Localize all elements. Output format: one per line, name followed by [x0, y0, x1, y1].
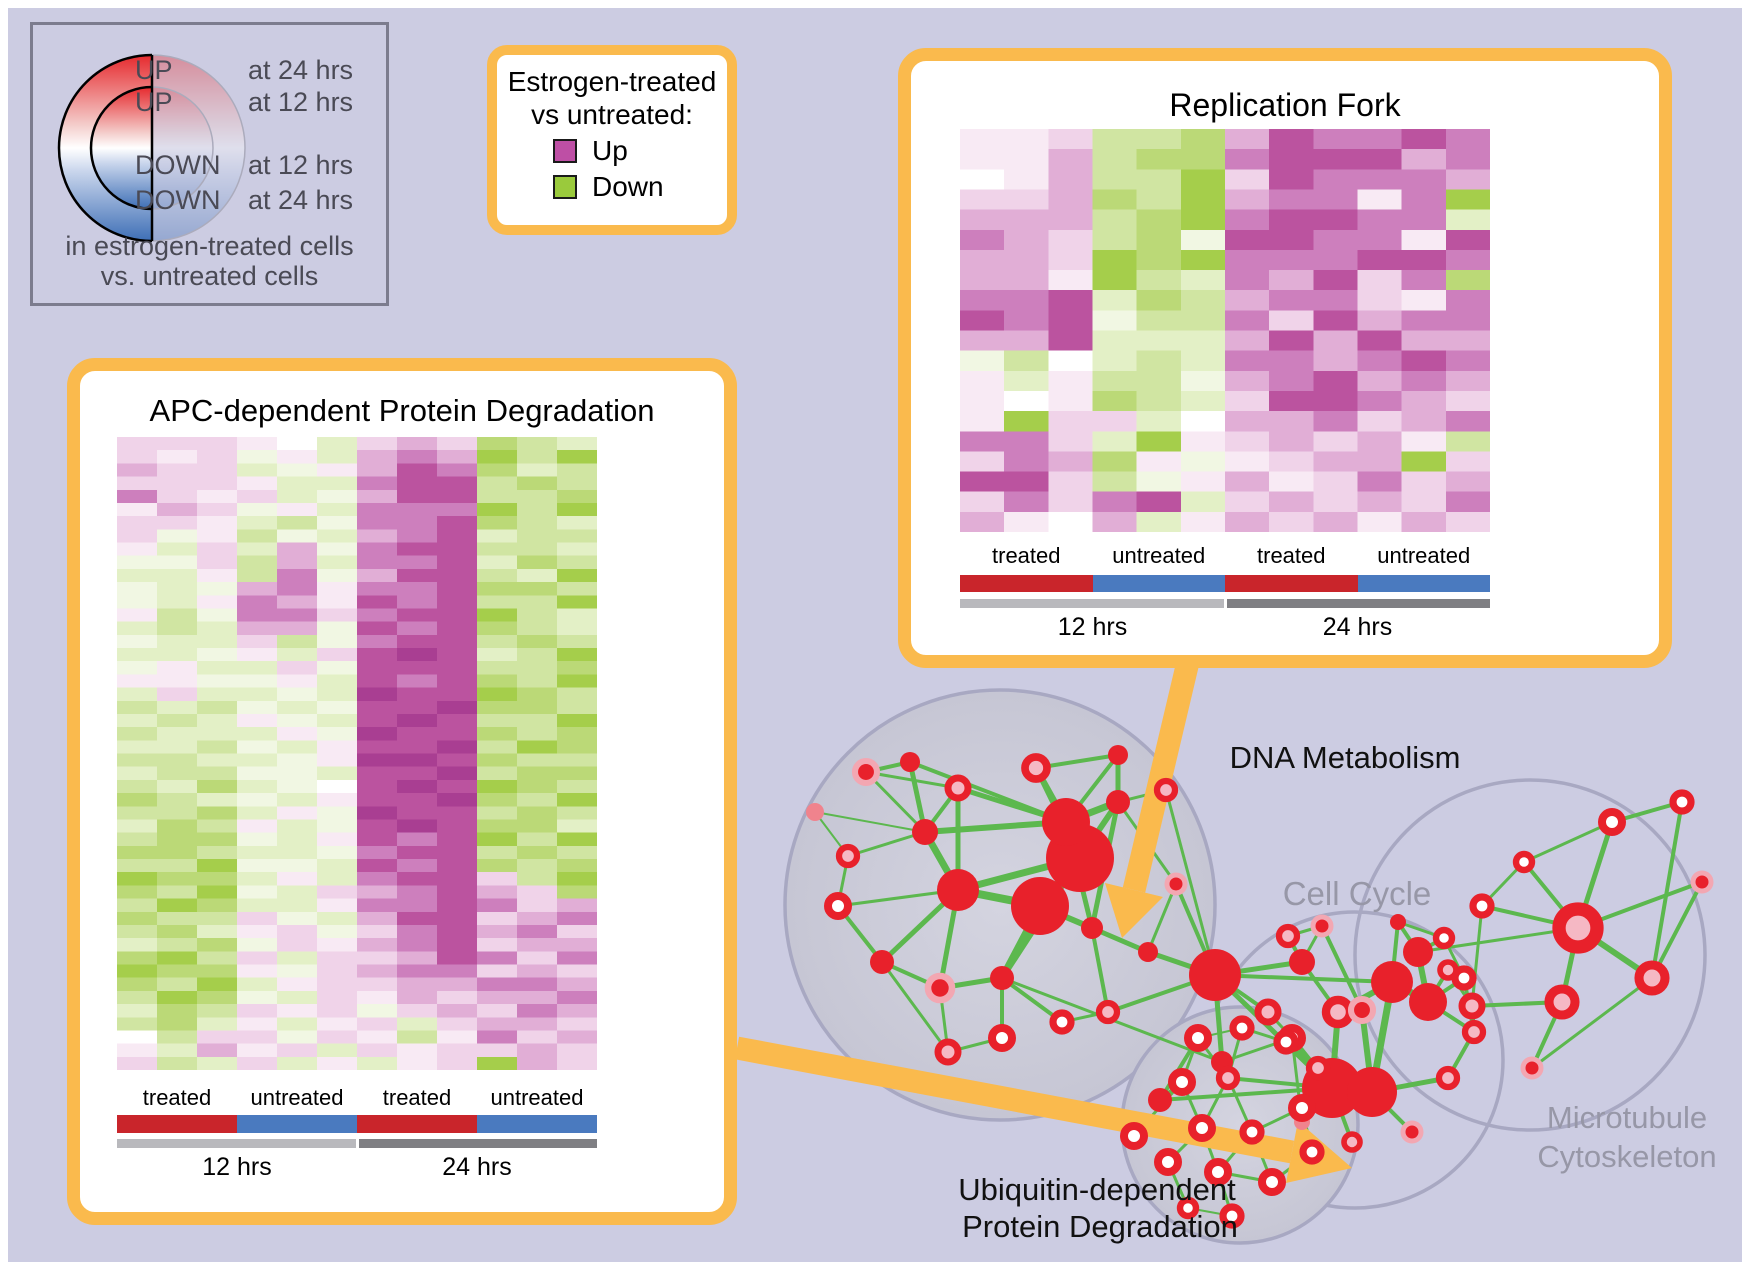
- ring-label-time-12: at 12 hrs: [248, 87, 354, 117]
- ring-caption-line2: vs. untreated cells: [100, 261, 319, 291]
- hrs24-bar: [358, 1139, 597, 1148]
- apc-group-labels: treated untreated treated untreated: [117, 1085, 597, 1111]
- svg-text:Microtubule: Microtubule: [1547, 1100, 1707, 1135]
- replication-fork-group-labels: treated untreated treated untreated: [960, 543, 1490, 569]
- replication-fork-condition-bars: [960, 575, 1490, 592]
- ring-caption-line1: in estrogen-treated cells: [65, 231, 354, 261]
- group-label: untreated: [1112, 543, 1206, 568]
- hrs12-bar: [960, 599, 1224, 608]
- time-label-24: 24 hrs: [442, 1153, 512, 1181]
- untreated-bar: [1092, 575, 1225, 592]
- apc-degradation-title: APC-dependent Protein Degradation: [149, 393, 655, 428]
- replication-fork-time-labels: 12 hrs 24 hrs: [960, 613, 1490, 642]
- ring-legend-box: UP at 24 hrs UP at 12 hrs DOWN at 12 hrs…: [30, 22, 389, 306]
- replication-fork-panel: Replication Fork treated untreated treat…: [898, 48, 1672, 668]
- down-label: Down: [592, 171, 664, 202]
- group-label: treated: [1257, 543, 1326, 568]
- svg-text:DNA Metabolism: DNA Metabolism: [1230, 740, 1461, 775]
- svg-text:Protein Degradation: Protein Degradation: [962, 1209, 1238, 1244]
- apc-degradation-heatmap: [117, 437, 598, 1071]
- apc-time-labels: 12 hrs 24 hrs: [117, 1153, 597, 1182]
- untreated-bar: [1357, 575, 1490, 592]
- ring-label-time-24: at 24 hrs: [248, 55, 354, 85]
- untreated-bar: [477, 1115, 597, 1133]
- treated-bar: [1225, 575, 1358, 592]
- ring-label-down-12: DOWN: [135, 150, 221, 180]
- group-label: treated: [992, 543, 1061, 568]
- legend-item-down: Down: [553, 171, 727, 203]
- group-label: treated: [142, 1085, 212, 1110]
- svg-text:Cell Cycle: Cell Cycle: [1283, 875, 1432, 912]
- treated-bar: [117, 1115, 237, 1133]
- up-label: Up: [592, 135, 628, 166]
- ring-label-up-12: UP: [135, 87, 173, 117]
- hrs24-bar: [1226, 599, 1490, 608]
- updown-ring-icon: [57, 53, 246, 243]
- replication-fork-title: Replication Fork: [1169, 87, 1401, 123]
- replication-fork-heatmap: [960, 129, 1491, 533]
- updown-color-legend-box: Estrogen-treated vs untreated: Up Down: [487, 45, 737, 235]
- treated-bar: [357, 1115, 477, 1133]
- replication-fork-time-bars: [960, 599, 1490, 608]
- svg-text:Ubiquitin-dependent: Ubiquitin-dependent: [958, 1172, 1236, 1207]
- ring-label-up-24: UP: [135, 55, 173, 85]
- group-label: untreated: [490, 1085, 584, 1110]
- down-color-swatch: [553, 175, 577, 199]
- ring-label-time-12b: at 12 hrs: [248, 150, 354, 180]
- apc-condition-bars: [117, 1115, 597, 1133]
- ring-label-down-24: DOWN: [135, 185, 221, 215]
- updown-legend-title-line2: vs untreated:: [531, 99, 693, 130]
- group-label: treated: [382, 1085, 452, 1110]
- svg-text:Cytoskeleton: Cytoskeleton: [1537, 1139, 1716, 1174]
- apc-degradation-panel: APC-dependent Protein Degradation treate…: [67, 358, 737, 1225]
- updown-legend-title-line1: Estrogen-treated: [507, 66, 717, 97]
- untreated-bar: [237, 1115, 357, 1133]
- time-label-12: 12 hrs: [202, 1153, 272, 1181]
- time-label-24: 24 hrs: [1322, 613, 1393, 641]
- time-label-12: 12 hrs: [1057, 613, 1128, 641]
- legend-item-up: Up: [553, 135, 727, 167]
- treated-bar: [960, 575, 1093, 592]
- ring-label-time-24b: at 24 hrs: [248, 185, 354, 215]
- group-label: untreated: [250, 1085, 344, 1110]
- group-label: untreated: [1377, 543, 1471, 568]
- apc-time-bars: [117, 1139, 597, 1148]
- up-color-swatch: [553, 139, 577, 163]
- hrs12-bar: [117, 1139, 356, 1148]
